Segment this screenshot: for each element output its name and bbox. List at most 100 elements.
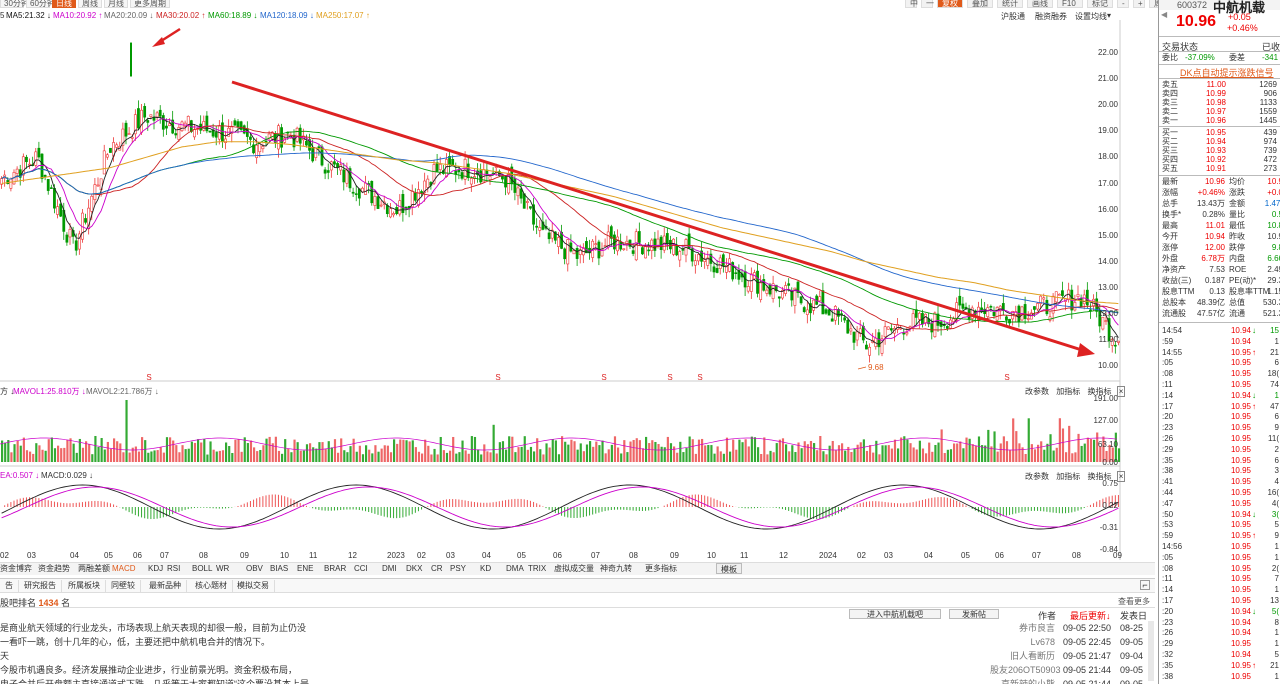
indicator-tab[interactable]: BRAR (324, 564, 347, 573)
kline-chart[interactable]: 9.68 S S S S S S (0, 20, 1155, 560)
candle-body (566, 239, 570, 265)
change-params-button[interactable]: 改参数 (1025, 472, 1049, 481)
indicator-tab[interactable]: PSY (450, 564, 467, 573)
post-row[interactable]: 电子合并后开盘额主直接通道式下跌，几乎等于大家都知道“这个票没基本上是 直新辣的小… (0, 678, 1155, 684)
switch-indicator-button[interactable]: 换指标 (1087, 387, 1112, 396)
toolbar-button[interactable]: 叠加 (967, 0, 993, 8)
post-title[interactable]: 一看吓一跳，创十几年的心，低，主要还把中航机电合并的情况下。 (0, 637, 271, 647)
toolbar-button[interactable]: 统计 (997, 0, 1023, 8)
indicator-tab[interactable]: 神奇九转 (600, 564, 632, 573)
period-tab[interactable]: 月线 (104, 0, 128, 8)
period-tab[interactable]: 更多周期 (130, 0, 170, 8)
post-title[interactable]: 是商业航天领域的行业龙头，市场表现上航天表现的却很一般，目前为止仍没 (0, 623, 307, 633)
scrollbar[interactable] (1148, 621, 1154, 681)
indicator-tab[interactable]: KDJ (148, 564, 164, 573)
indicator-tab[interactable]: DMI (382, 564, 397, 573)
post-title[interactable]: 电子合并后开盘额主直接通道式下跌，几乎等于大家都知道“这个票没基本上是 (0, 679, 309, 684)
indicator-tab[interactable]: TRIX (528, 564, 547, 573)
post-row[interactable]: 是商业航天领域的行业龙头，市场表现上航天表现的却很一般，目前为止仍没 券市良言 09… (0, 622, 1155, 635)
indicator-tab[interactable]: OBV (246, 564, 263, 573)
post-title[interactable]: 今股市机遇良多。经济发展推动企业进步，行业前景光明。资金积极布局， (0, 665, 298, 675)
toolbar-button[interactable]: + (1133, 0, 1145, 8)
stock-code: 600372 (1177, 0, 1208, 10)
period-tab[interactable]: 日线 (52, 0, 76, 8)
indicator-tab[interactable]: 更多指标 (645, 564, 677, 573)
volume-bar (396, 443, 399, 462)
post-author[interactable]: 旧人看断历 (1009, 651, 1055, 661)
bottom-tab[interactable]: 所属板块 (63, 580, 106, 592)
col-latest[interactable]: 最后更新↓ (1070, 611, 1111, 621)
indicator-tab[interactable]: DMA (506, 564, 524, 573)
change-params-button[interactable]: 改参数 (1025, 387, 1049, 396)
bottom-tab[interactable]: 告 (0, 580, 19, 592)
volume-bar (968, 438, 971, 462)
indicator-tab[interactable]: RSI (167, 564, 181, 573)
indicator-tab[interactable]: MACD (112, 564, 136, 573)
expand-icon[interactable]: ⌐ (1140, 580, 1150, 590)
candle-body (488, 176, 492, 181)
enter-forum-button[interactable]: 进入中航机载吧 (849, 609, 941, 619)
back-icon[interactable]: ◀ (1161, 10, 1168, 19)
indicator-tab[interactable]: KD (480, 564, 492, 573)
hgt-link[interactable]: 沪股通 (1001, 12, 1025, 21)
indicator-tab[interactable]: CCI (354, 564, 368, 573)
new-post-button[interactable]: 发新帖 (949, 609, 999, 619)
post-date: 09-05 (1120, 679, 1144, 684)
bottom-tab[interactable]: 核心题材 (190, 580, 233, 592)
post-author[interactable]: 券市良言 (1018, 623, 1055, 633)
bottom-tab[interactable]: 最新品种 (144, 580, 187, 592)
post-author[interactable]: 直新辣的小熊 (1000, 679, 1055, 684)
add-indicator-button[interactable]: 加指标 (1056, 472, 1081, 481)
add-indicator-button[interactable]: 加指标 (1056, 387, 1081, 396)
volume-bar (996, 451, 999, 462)
post-row[interactable]: 今股市机遇良多。经济发展推动企业进步，行业前景光明。资金积极布局， 股友206OT… (0, 664, 1155, 677)
ma-settings-link[interactable]: 设置均线 (1075, 12, 1107, 21)
indicator-tab[interactable]: WR (216, 564, 230, 573)
post-author[interactable]: 股友206OT50903 (990, 665, 1061, 675)
bottom-tab[interactable]: 模拟交易 (232, 580, 275, 592)
post-row[interactable]: 天 旧人看断历 09-05 21:47 09-04 (0, 650, 1155, 663)
toolbar-button[interactable]: 标记 (1087, 0, 1113, 8)
close-icon[interactable]: × (1116, 386, 1126, 397)
toolbar-button[interactable]: 复权 (937, 0, 963, 8)
toolbar-button[interactable]: - (1117, 0, 1129, 8)
indicator-tab[interactable]: DKX (406, 564, 423, 573)
volume-bar (156, 450, 159, 462)
period-tab[interactable]: 周线 (78, 0, 102, 8)
indicator-tab[interactable]: BOLL (192, 564, 213, 573)
post-row[interactable]: 一看吓一跳，创十几年的心，低，主要还把中航机电合并的情况下。 Lv678 09-05… (0, 636, 1155, 649)
rzrq-link[interactable]: 融资融券 (1035, 12, 1067, 21)
period-tab[interactable]: 60分钟 (26, 0, 55, 8)
volume-bar (520, 446, 523, 462)
indicator-tab[interactable]: CR (431, 564, 443, 573)
volume-bar (240, 451, 243, 462)
indicator-tab[interactable]: 两融差额 (78, 564, 110, 573)
toolbar-button[interactable]: 一 (921, 0, 934, 8)
period-tab[interactable]: 30分钟 (0, 0, 29, 8)
close-icon[interactable]: × (1116, 471, 1126, 482)
bottom-tab[interactable]: 同壁较 (106, 580, 141, 592)
toolbar-button[interactable]: 中 (905, 0, 918, 8)
divider (0, 607, 1155, 608)
volume-bar (713, 453, 716, 462)
col-posted[interactable]: 发表日 (1120, 611, 1148, 621)
candle-body (1033, 306, 1036, 310)
indicator-tab[interactable]: BIAS (270, 564, 289, 573)
indicator-tab[interactable]: 资金趋势 (38, 564, 70, 573)
indicator-tab[interactable]: 虚拟成交量 (554, 564, 594, 573)
indicator-tab[interactable]: 模板 (716, 563, 742, 574)
volume-bar (554, 440, 557, 462)
dk-signal-link[interactable]: DK点自动提示涨跌信号 (1180, 68, 1274, 78)
toolbar-button[interactable]: 画线 (1027, 0, 1053, 8)
toolbar-button[interactable]: F10 (1057, 0, 1083, 8)
volume-bar (262, 445, 265, 462)
post-author[interactable]: Lv678 (1030, 637, 1055, 647)
volume-bar (598, 445, 601, 462)
post-title[interactable]: 天 (0, 651, 10, 661)
bottom-tab[interactable]: 研究报告 (19, 580, 62, 592)
view-more-link[interactable]: 查看更多 (1118, 597, 1150, 606)
chevron-down-icon[interactable]: ▾ (1107, 11, 1112, 20)
indicator-tab[interactable]: ENE (297, 564, 314, 573)
switch-indicator-button[interactable]: 换指标 (1087, 472, 1112, 481)
indicator-tab[interactable]: 资金博弈 (0, 564, 32, 573)
